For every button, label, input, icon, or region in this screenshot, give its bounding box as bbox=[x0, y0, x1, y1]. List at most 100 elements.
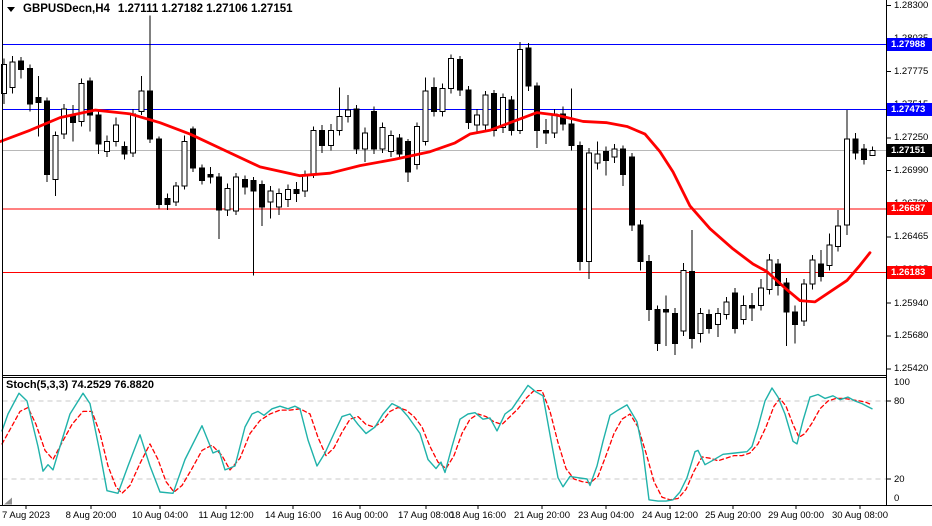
bear-candle-body bbox=[749, 305, 756, 309]
bear-candle-body bbox=[353, 108, 360, 150]
time-label: 21 Aug 20:00 bbox=[514, 510, 570, 521]
bull-candle-body bbox=[714, 312, 721, 326]
symbol-dropdown-icon[interactable] bbox=[7, 6, 15, 12]
bear-candle-body bbox=[568, 123, 575, 146]
time-label: 25 Aug 20:00 bbox=[705, 510, 761, 521]
bull-candle-body bbox=[224, 187, 231, 211]
bear-candle-body bbox=[198, 167, 205, 182]
stoch-signal-line bbox=[1, 389, 873, 501]
bear-candle-body bbox=[852, 138, 859, 154]
bull-candle-body bbox=[869, 149, 876, 156]
bear-candle-body bbox=[207, 173, 214, 178]
bull-candle-body bbox=[112, 124, 119, 143]
bear-candle-body bbox=[654, 308, 661, 345]
bull-candle-body bbox=[104, 141, 111, 153]
stoch-scale-label: 0 bbox=[894, 492, 900, 504]
bear-candle-body bbox=[732, 292, 738, 329]
bull-candle-body bbox=[276, 192, 283, 208]
bear-candle-body bbox=[319, 129, 326, 146]
bear-candle-body bbox=[534, 85, 541, 131]
bull-candle-body bbox=[439, 88, 446, 112]
bear-candle-body bbox=[456, 59, 463, 91]
bear-candle-body bbox=[95, 114, 102, 145]
bear-candle-body bbox=[637, 224, 644, 263]
price-badge-support-level: 1.26687 bbox=[887, 202, 932, 216]
bull-candle-body bbox=[284, 189, 291, 201]
bull-candle-body bbox=[345, 109, 351, 117]
bull-candle-body bbox=[61, 108, 68, 135]
bear-candle-body bbox=[18, 60, 25, 71]
bear-candle-body bbox=[508, 99, 515, 131]
time-label: 29 Aug 00:00 bbox=[768, 510, 824, 521]
time-label: 11 Aug 12:00 bbox=[198, 510, 254, 521]
price-tick-label: 1.25680 bbox=[894, 330, 929, 342]
time-label: 18 Aug 16:00 bbox=[450, 510, 506, 521]
axis-grip-icon bbox=[4, 497, 12, 505]
bull-candle-body bbox=[1, 64, 7, 95]
bull-candle-body bbox=[482, 94, 489, 126]
bear-candle-body bbox=[792, 311, 799, 326]
bear-candle-body bbox=[147, 90, 154, 140]
bull-candle-body bbox=[474, 114, 480, 126]
bull-candle-body bbox=[517, 48, 523, 131]
stoch-scale-label: 80 bbox=[894, 395, 905, 407]
bull-candle-body bbox=[388, 134, 394, 153]
stoch-scale-label: 20 bbox=[894, 473, 905, 485]
bear-candle-body bbox=[370, 110, 377, 150]
bear-candle-body bbox=[259, 184, 265, 208]
bull-candle-body bbox=[233, 176, 240, 212]
price-badge-support-level: 1.26183 bbox=[887, 265, 932, 279]
bull-candle-body bbox=[302, 173, 308, 192]
bull-candle-body bbox=[800, 283, 807, 322]
bull-candle-body bbox=[594, 153, 601, 164]
bear-candle-body bbox=[577, 144, 584, 263]
bear-candle-body bbox=[121, 146, 128, 155]
price-tick-label: 1.25940 bbox=[894, 297, 929, 309]
bull-candle-body bbox=[327, 129, 334, 146]
bear-candle-body bbox=[628, 156, 635, 226]
bear-candle-body bbox=[216, 176, 222, 211]
bear-candle-body bbox=[818, 263, 824, 278]
bull-candle-body bbox=[843, 138, 850, 226]
time-label: 8 Aug 20:00 bbox=[65, 510, 117, 521]
bull-candle-body bbox=[499, 96, 506, 129]
moving-average-line bbox=[0, 108, 872, 304]
bull-candle-body bbox=[680, 269, 687, 332]
price-badge-current-price: 1.27151 bbox=[887, 143, 932, 157]
bear-candle-body bbox=[44, 100, 50, 175]
time-label: 10 Aug 04:00 bbox=[132, 510, 188, 521]
bull-candle-body bbox=[826, 244, 833, 266]
bear-candle-body bbox=[783, 282, 790, 313]
bull-candle-body bbox=[267, 190, 274, 203]
bull-candle-body bbox=[835, 225, 842, 247]
bear-candle-body bbox=[396, 137, 403, 155]
bear-candle-body bbox=[491, 93, 498, 131]
bear-candle-body bbox=[775, 263, 781, 286]
bear-candle-body bbox=[431, 86, 437, 112]
price-tick-label: 1.27775 bbox=[894, 66, 929, 78]
bear-candle-body bbox=[603, 151, 609, 162]
time-axis[interactable]: 7 Aug 2023 8 Aug 20:00 10 Aug 04:00 11 Aug … bbox=[0, 505, 932, 526]
symbol-timeframe-label: GBPUSDecn,H4 bbox=[23, 3, 110, 15]
bull-candle-body bbox=[362, 132, 369, 150]
bull-candle-body bbox=[697, 312, 704, 334]
bull-candle-body bbox=[611, 148, 618, 158]
indicator-label: Stoch(5,3,3) 74.2529 76.8820 bbox=[6, 379, 154, 391]
bear-candle-body bbox=[671, 312, 678, 345]
bull-candle-body bbox=[757, 287, 764, 307]
price-axis[interactable]: 1.280351.275151.267301.262051.283001.277… bbox=[886, 0, 932, 505]
time-label: 24 Aug 12:00 bbox=[642, 510, 698, 521]
price-tick-label: 1.28300 bbox=[894, 0, 929, 11]
bull-candle-body bbox=[585, 152, 592, 263]
bear-candle-body bbox=[663, 308, 670, 313]
bull-candle-body bbox=[173, 185, 179, 203]
bull-candle-body bbox=[130, 113, 136, 154]
time-label: 7 Aug 2023 bbox=[1, 510, 51, 521]
bear-candle-body bbox=[646, 261, 652, 310]
bear-candle-body bbox=[560, 113, 566, 125]
price-badge-resistance-level: 1.27988 bbox=[887, 38, 932, 52]
price-tick-label: 1.26465 bbox=[894, 231, 929, 243]
bull-candle-body bbox=[138, 90, 145, 112]
